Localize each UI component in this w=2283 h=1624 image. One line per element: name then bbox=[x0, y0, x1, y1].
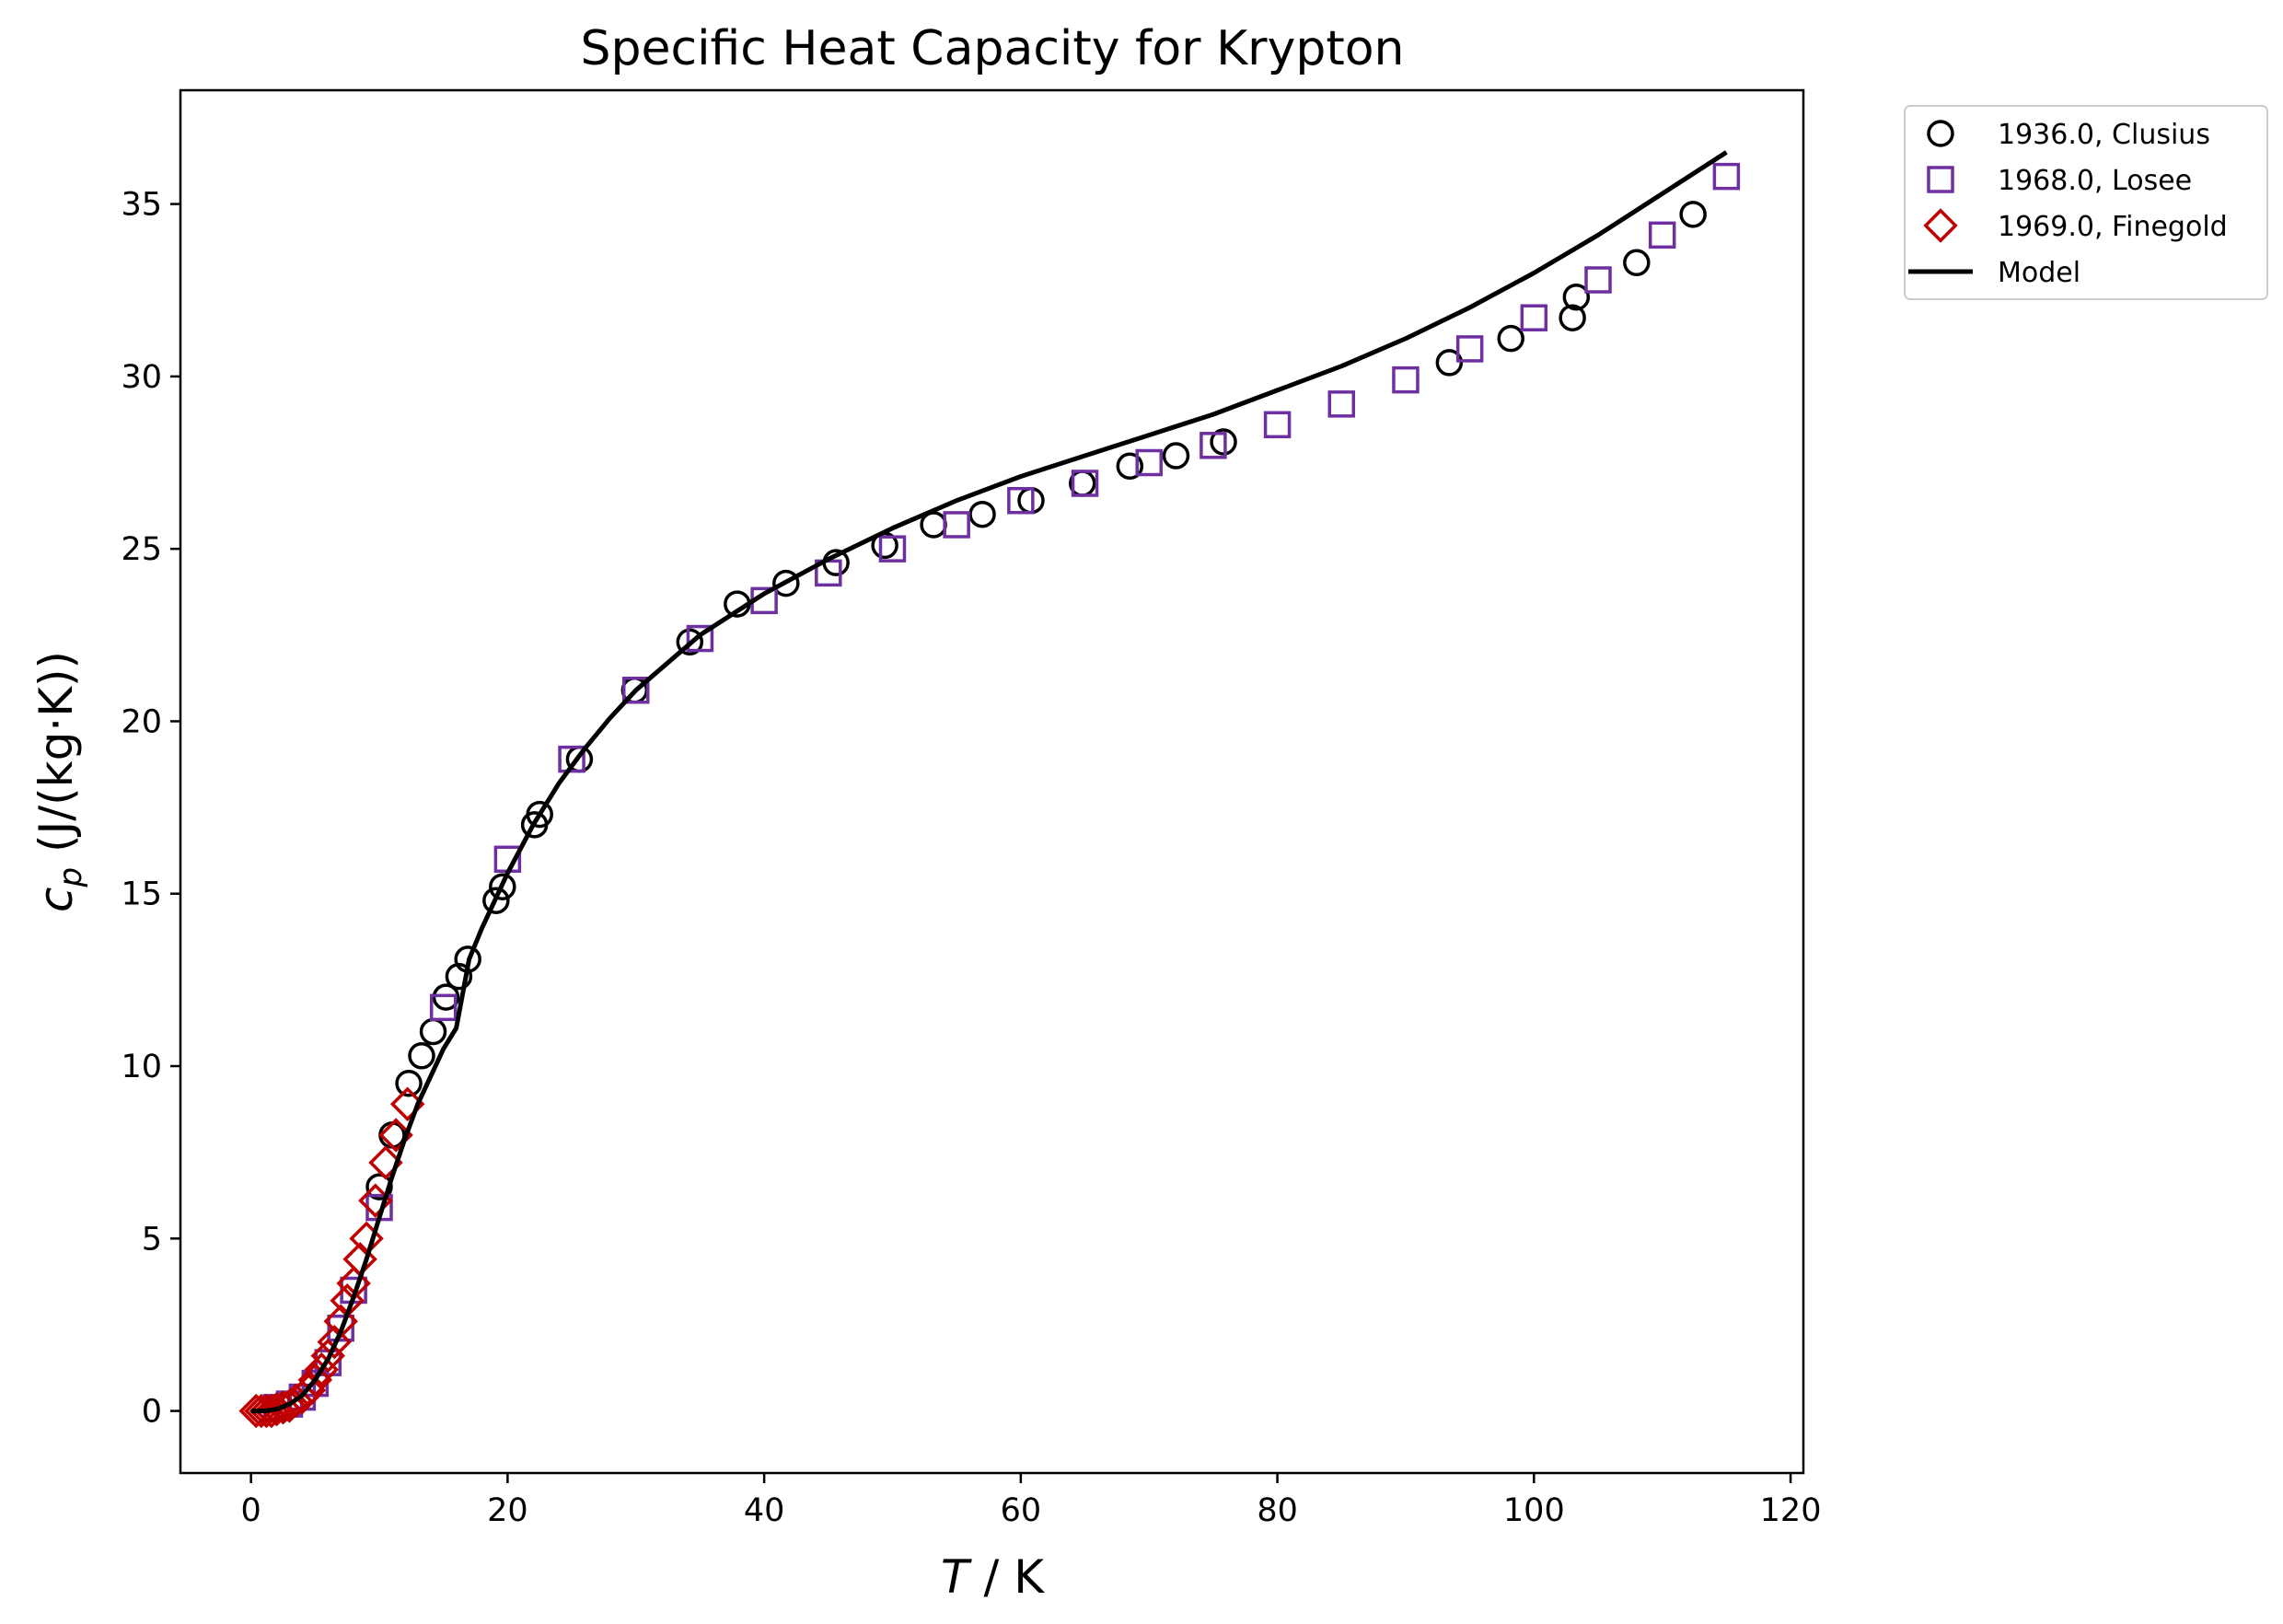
data-point bbox=[482, 887, 510, 914]
data-point bbox=[878, 535, 907, 563]
data-point bbox=[395, 1069, 423, 1097]
series-model bbox=[250, 150, 1728, 1414]
data-point bbox=[310, 1338, 345, 1374]
x-tick-label: 80 bbox=[1257, 1492, 1298, 1529]
legend-marker-swatch bbox=[1927, 166, 1954, 193]
series-1968-0-losee bbox=[262, 162, 1741, 1421]
data-point bbox=[317, 1324, 352, 1360]
y-tick-label: 10 bbox=[121, 1049, 162, 1085]
data-point bbox=[1679, 201, 1707, 228]
data-point bbox=[432, 983, 460, 1011]
data-point bbox=[1562, 283, 1591, 311]
y-axis-label-unit: (J/(kg·K)) bbox=[29, 651, 83, 867]
data-point bbox=[1520, 304, 1548, 331]
data-point bbox=[1135, 448, 1163, 477]
data-point bbox=[1648, 221, 1676, 249]
legend-item: 1969.0, Finegold bbox=[1923, 208, 2228, 243]
data-point bbox=[1017, 486, 1045, 515]
legend-label: Model bbox=[1998, 257, 2080, 289]
legend-item: Model bbox=[1908, 257, 2080, 289]
y-tick-label: 35 bbox=[121, 187, 162, 224]
data-point bbox=[429, 993, 458, 1022]
data-point bbox=[1199, 432, 1227, 459]
y-tick-label: 15 bbox=[121, 876, 162, 913]
data-point bbox=[389, 1086, 425, 1121]
x-axis-label-unit: / K bbox=[969, 1550, 1046, 1604]
x-tick-label: 40 bbox=[744, 1492, 785, 1529]
data-point bbox=[327, 1314, 354, 1342]
y-tick-label: 0 bbox=[142, 1394, 162, 1431]
plot-frame bbox=[179, 88, 1805, 1475]
data-point bbox=[1392, 365, 1420, 394]
legend-marker-swatch bbox=[1927, 120, 1954, 147]
y-tick-label: 5 bbox=[142, 1221, 162, 1258]
x-axis-label: T / K bbox=[941, 1550, 1045, 1604]
series-1969-0-finegold bbox=[238, 1086, 425, 1429]
data-point bbox=[278, 1383, 314, 1419]
data-point bbox=[1327, 390, 1356, 418]
data-point bbox=[419, 1017, 447, 1046]
x-tick-label: 100 bbox=[1503, 1492, 1565, 1529]
data-point bbox=[772, 569, 800, 597]
data-point bbox=[622, 676, 650, 704]
x-axis-label-symbol: T bbox=[941, 1550, 972, 1604]
data-point bbox=[686, 624, 714, 653]
data-point bbox=[1584, 266, 1612, 294]
legend-label: 1936.0, Clusius bbox=[1998, 119, 2210, 151]
x-tick-label: 120 bbox=[1760, 1492, 1822, 1529]
data-point bbox=[291, 1373, 327, 1408]
legend-marker-swatch bbox=[1923, 208, 1958, 243]
x-tick-label: 0 bbox=[241, 1492, 261, 1529]
y-axis-label-symbol: c bbox=[29, 887, 83, 912]
legend-frame bbox=[1904, 105, 2268, 300]
data-point bbox=[368, 1145, 403, 1180]
y-axis-label-subscript: p bbox=[52, 867, 89, 888]
data-point bbox=[1559, 304, 1586, 331]
data-point bbox=[526, 800, 553, 829]
y-axis-label: cp (J/(kg·K)) bbox=[29, 651, 89, 912]
data-point bbox=[304, 1351, 340, 1387]
x-axis: 0 20 40 60 80 100 120 bbox=[241, 1473, 1822, 1529]
legend-item: 1936.0, Clusius bbox=[1927, 119, 2210, 151]
data-point bbox=[1071, 470, 1099, 497]
legend-label: 1969.0, Finegold bbox=[1998, 211, 2228, 243]
data-point bbox=[1116, 452, 1144, 481]
chart-title: Specific Heat Capacity for Krypton bbox=[580, 21, 1404, 76]
data-point bbox=[676, 628, 704, 656]
data-point bbox=[1435, 349, 1464, 377]
data-point bbox=[968, 500, 996, 528]
data-point bbox=[1497, 324, 1524, 353]
series-1936-0-clusius bbox=[365, 201, 1707, 1201]
x-tick-label: 60 bbox=[1001, 1492, 1042, 1529]
plot-series bbox=[238, 150, 1741, 1429]
data-point bbox=[1210, 428, 1237, 456]
legend-item: 1968.0, Losee bbox=[1927, 165, 2192, 197]
y-axis: 0 5 10 15 20 25 30 35 bbox=[121, 187, 180, 1431]
data-point bbox=[1455, 335, 1484, 363]
y-tick-label: 20 bbox=[121, 703, 162, 740]
data-point bbox=[1623, 249, 1651, 277]
data-point bbox=[1162, 442, 1190, 470]
legend: 1936.0, Clusius 1968.0, Losee 1969.0, Fine… bbox=[1904, 105, 2268, 300]
data-point bbox=[297, 1363, 333, 1398]
x-tick-label: 20 bbox=[487, 1492, 528, 1529]
y-tick-label: 30 bbox=[121, 359, 162, 396]
data-point bbox=[1263, 411, 1292, 439]
plot-area bbox=[238, 150, 1741, 1429]
data-point bbox=[943, 511, 970, 539]
data-point bbox=[1712, 162, 1741, 191]
data-point bbox=[558, 745, 585, 773]
model-line bbox=[250, 150, 1728, 1414]
data-point bbox=[1007, 486, 1035, 515]
y-tick-label: 25 bbox=[121, 531, 162, 568]
legend-label: 1968.0, Losee bbox=[1998, 165, 2192, 197]
data-point bbox=[489, 873, 516, 900]
data-point bbox=[408, 1042, 435, 1070]
